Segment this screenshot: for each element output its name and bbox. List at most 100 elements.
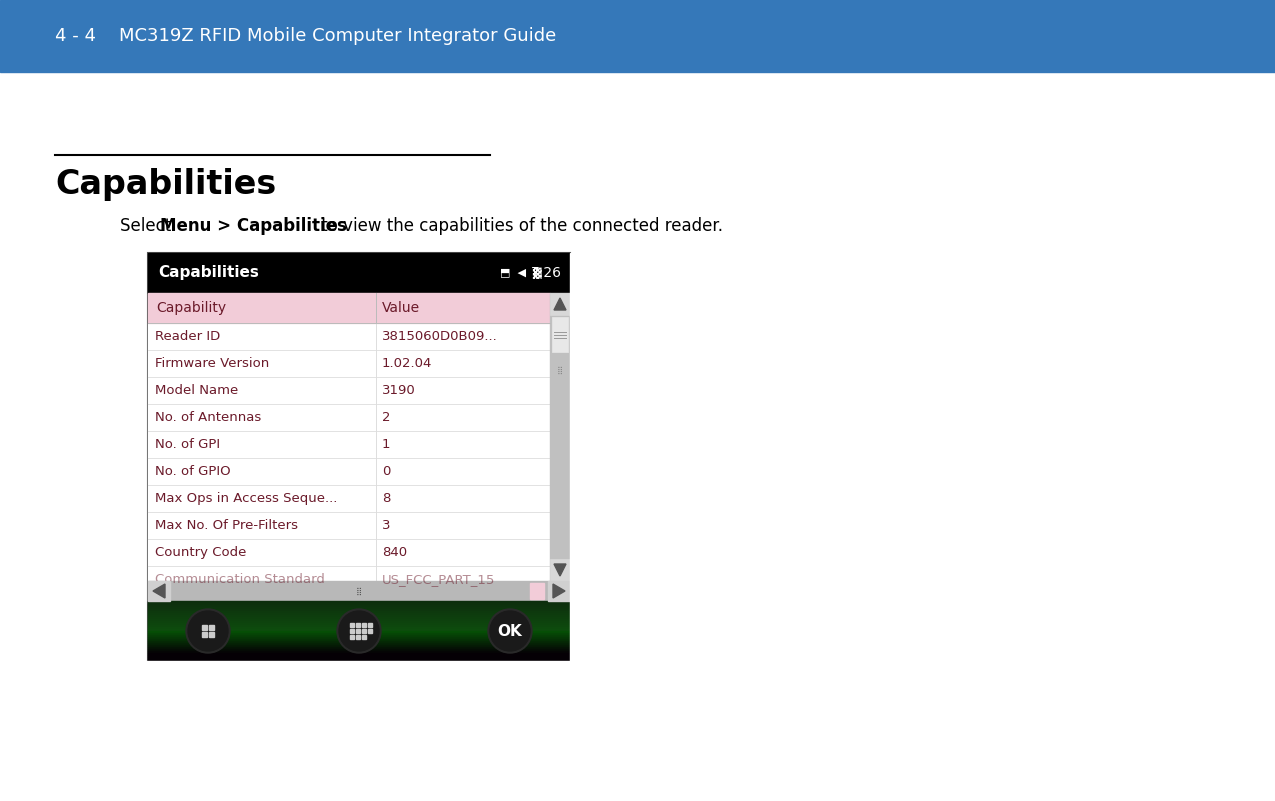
Bar bbox=[552, 317, 567, 352]
Bar bbox=[148, 629, 570, 633]
Bar bbox=[148, 404, 550, 431]
Bar bbox=[148, 605, 570, 609]
Text: 3815060D0B09...: 3815060D0B09... bbox=[382, 330, 497, 343]
Bar bbox=[148, 253, 570, 293]
Bar bbox=[368, 629, 372, 633]
Text: Menu > Capabilities: Menu > Capabilities bbox=[159, 217, 347, 235]
Bar bbox=[362, 623, 366, 627]
Bar bbox=[148, 621, 570, 625]
Bar bbox=[148, 377, 550, 404]
Bar bbox=[570, 253, 1275, 661]
Bar bbox=[148, 607, 570, 610]
Bar bbox=[148, 659, 570, 662]
Bar bbox=[550, 293, 570, 581]
Bar bbox=[148, 657, 570, 661]
Bar bbox=[148, 623, 570, 626]
Bar bbox=[148, 581, 570, 601]
Bar bbox=[148, 581, 170, 601]
Bar bbox=[148, 649, 570, 653]
Text: No. of GPIO: No. of GPIO bbox=[156, 465, 231, 478]
Bar bbox=[209, 625, 214, 630]
Bar bbox=[148, 613, 570, 617]
Text: 1: 1 bbox=[382, 438, 390, 451]
Text: ⣿: ⣿ bbox=[356, 586, 362, 595]
Text: Capabilities Window: Capabilities Window bbox=[129, 679, 312, 697]
Bar bbox=[148, 566, 550, 581]
Circle shape bbox=[490, 611, 530, 651]
Bar bbox=[148, 627, 570, 630]
Bar bbox=[148, 609, 570, 613]
Text: No. of Antennas: No. of Antennas bbox=[156, 411, 261, 424]
Bar bbox=[148, 633, 570, 637]
Bar bbox=[530, 583, 544, 599]
Bar bbox=[362, 629, 366, 633]
Bar bbox=[148, 647, 570, 650]
Text: Firmware Version: Firmware Version bbox=[156, 357, 269, 370]
Text: Country Code: Country Code bbox=[156, 546, 246, 559]
Bar bbox=[148, 611, 570, 614]
Bar bbox=[201, 625, 207, 630]
Text: 7:26: 7:26 bbox=[530, 266, 562, 280]
Bar bbox=[148, 631, 570, 634]
Text: Reader ID: Reader ID bbox=[156, 330, 221, 343]
Text: 8: 8 bbox=[382, 492, 390, 505]
Bar bbox=[148, 350, 550, 377]
Text: 3: 3 bbox=[382, 519, 390, 532]
Bar bbox=[148, 323, 550, 350]
Text: Model Name: Model Name bbox=[156, 384, 238, 397]
Polygon shape bbox=[153, 584, 164, 598]
Text: Capability: Capability bbox=[156, 301, 226, 315]
Bar bbox=[148, 653, 570, 657]
Text: Max No. Of Pre-Filters: Max No. Of Pre-Filters bbox=[156, 519, 298, 532]
Bar bbox=[356, 623, 360, 627]
Circle shape bbox=[337, 609, 381, 653]
Text: Figure 4-4: Figure 4-4 bbox=[55, 679, 152, 697]
Bar bbox=[148, 601, 570, 605]
Bar bbox=[148, 458, 550, 485]
Bar bbox=[148, 603, 570, 606]
Bar bbox=[356, 629, 360, 633]
Bar bbox=[148, 615, 570, 618]
Bar bbox=[148, 512, 550, 539]
Text: ⣿: ⣿ bbox=[557, 365, 564, 375]
Text: US_FCC_PART_15: US_FCC_PART_15 bbox=[382, 573, 496, 586]
Text: 0: 0 bbox=[382, 465, 390, 478]
Bar bbox=[351, 623, 354, 627]
Bar bbox=[356, 635, 360, 639]
Bar bbox=[148, 253, 570, 661]
Bar bbox=[550, 559, 570, 581]
Bar bbox=[148, 637, 570, 641]
Bar bbox=[148, 619, 570, 622]
Bar bbox=[201, 632, 207, 637]
Text: ⬒  ◀  ▓: ⬒ ◀ ▓ bbox=[500, 268, 542, 279]
Text: 4 - 4    MC319Z RFID Mobile Computer Integrator Guide: 4 - 4 MC319Z RFID Mobile Computer Integr… bbox=[55, 27, 556, 45]
Text: Value: Value bbox=[382, 301, 421, 315]
Text: Communication Standard: Communication Standard bbox=[156, 573, 325, 586]
Text: 3190: 3190 bbox=[382, 384, 416, 397]
Text: 2: 2 bbox=[382, 411, 390, 424]
Bar bbox=[148, 651, 570, 654]
Text: to view the capabilities of the connected reader.: to view the capabilities of the connecte… bbox=[316, 217, 723, 235]
Polygon shape bbox=[555, 298, 566, 310]
Bar bbox=[148, 643, 570, 646]
Bar bbox=[148, 485, 550, 512]
Bar bbox=[148, 539, 550, 566]
Bar bbox=[0, 0, 1275, 72]
Text: Capabilities: Capabilities bbox=[55, 168, 277, 201]
Bar bbox=[362, 635, 366, 639]
Bar bbox=[148, 625, 570, 629]
Bar bbox=[351, 635, 354, 639]
Circle shape bbox=[186, 609, 229, 653]
Bar bbox=[148, 635, 570, 638]
Text: Select: Select bbox=[120, 217, 176, 235]
Bar bbox=[148, 639, 570, 642]
Polygon shape bbox=[555, 564, 566, 576]
Text: OK: OK bbox=[497, 623, 523, 638]
Text: Capabilities: Capabilities bbox=[158, 265, 259, 280]
Text: 1.02.04: 1.02.04 bbox=[382, 357, 432, 370]
Circle shape bbox=[488, 609, 532, 653]
Bar bbox=[209, 632, 214, 637]
Text: 840: 840 bbox=[382, 546, 407, 559]
Bar bbox=[548, 581, 570, 601]
Bar bbox=[148, 645, 570, 649]
